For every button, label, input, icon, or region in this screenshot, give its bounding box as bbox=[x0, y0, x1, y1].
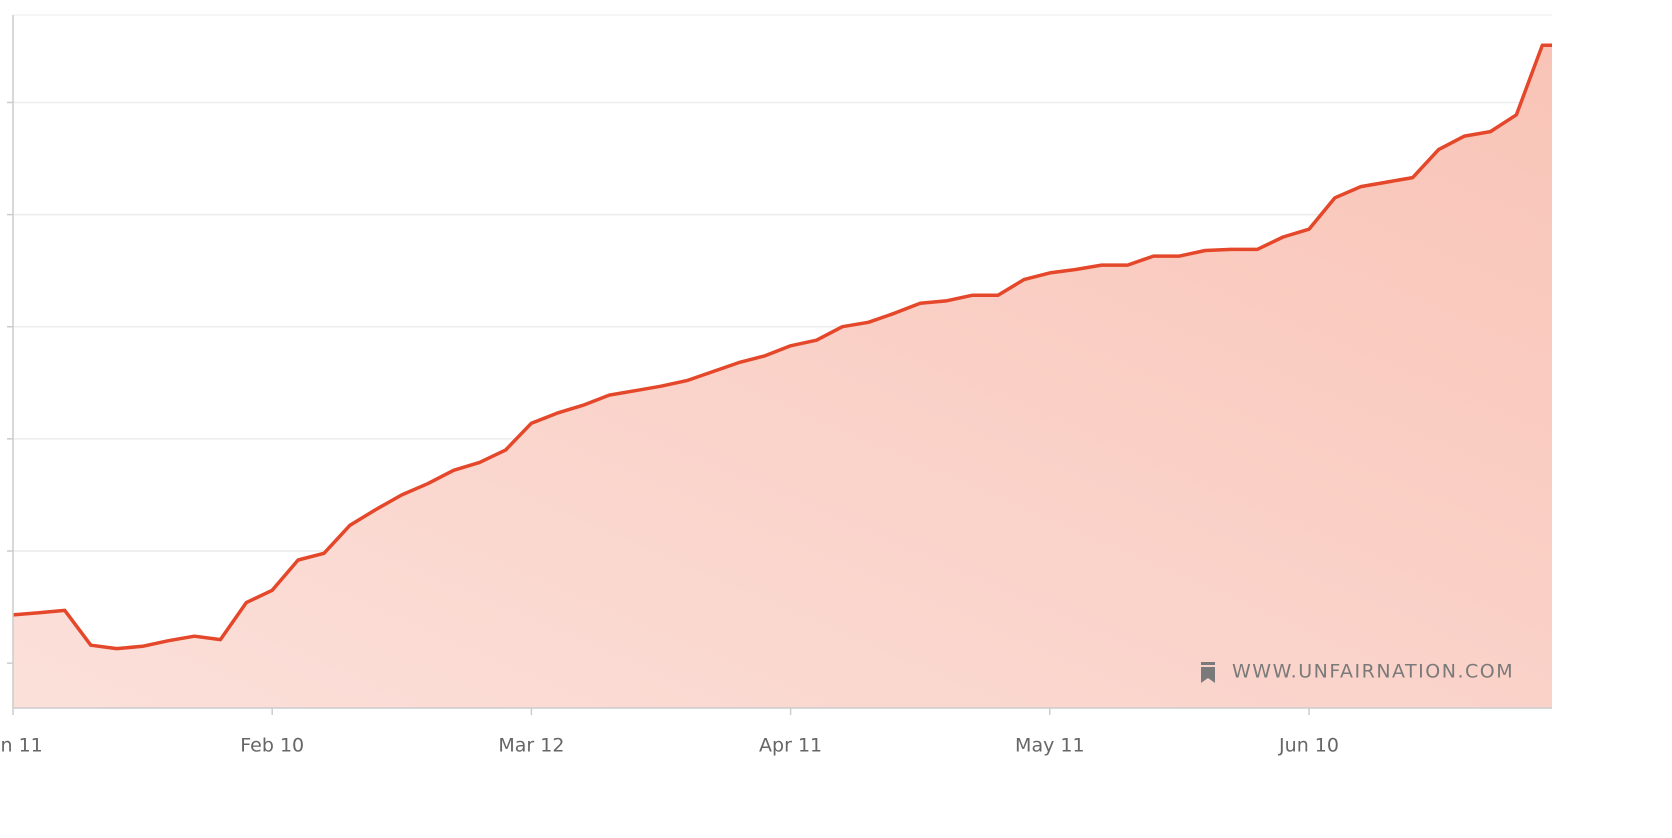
x-tick-label: Apr 11 bbox=[759, 735, 822, 757]
watermark-icon bbox=[1201, 662, 1215, 683]
x-tick-label: Feb 10 bbox=[240, 735, 304, 757]
x-tick-label: May 11 bbox=[1015, 735, 1085, 757]
x-tick-label: Jun 10 bbox=[1278, 735, 1339, 757]
area bbox=[13, 45, 1552, 709]
x-tick-label: Jan 11 bbox=[0, 735, 43, 757]
line bbox=[12, 43, 1553, 651]
watermark-text: WWW.UNFAIRNATION.COM bbox=[1232, 661, 1514, 683]
x-tick-label: Mar 12 bbox=[498, 735, 564, 757]
watermark: WWW.UNFAIRNATION.COM bbox=[1201, 661, 1514, 683]
